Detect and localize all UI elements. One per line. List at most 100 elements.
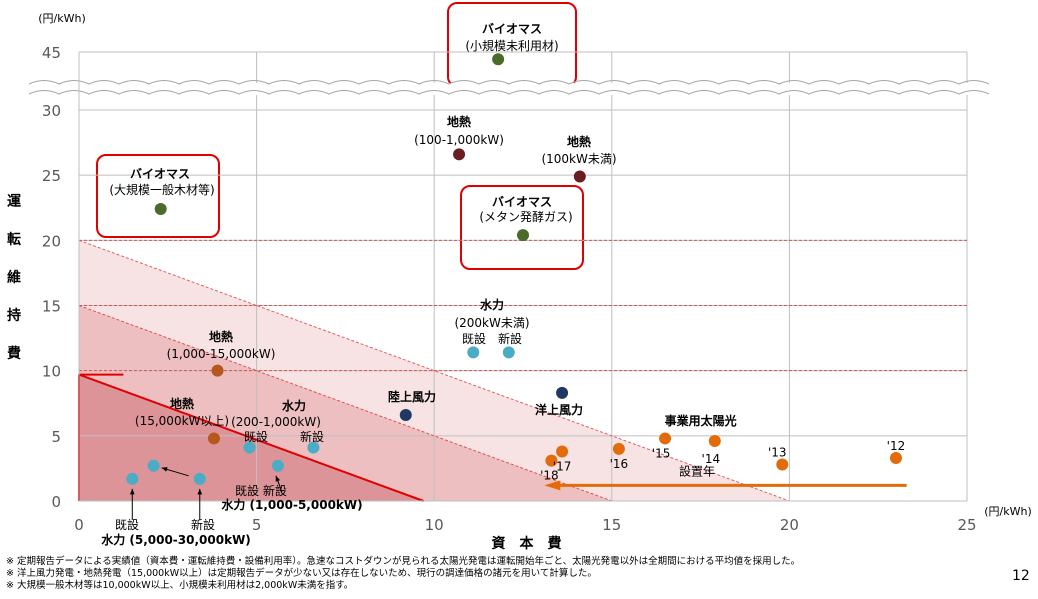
onshore-label-line0: 陸上風力 — [388, 389, 436, 404]
hydro5000-30000-label-line2: 水力 (5,000-30,000kW) — [101, 532, 251, 547]
x-tick-0: 0 — [74, 516, 84, 534]
solar-year-label: '15 — [652, 446, 671, 460]
hydro200-1000-label-line3: 新設 — [300, 429, 324, 444]
y-axis-label-char: 運 — [7, 194, 22, 210]
hydro200-1000-label-line0: 水力 — [282, 398, 306, 413]
solar-point — [612, 442, 625, 455]
y-tick-15: 15 — [42, 298, 61, 316]
point-hydro5000-30000-existing — [126, 472, 139, 485]
bio-large-label-line0: バイオマス — [130, 167, 190, 181]
geo-under100-label-line1: (100kW未満) — [541, 152, 616, 166]
bio-small-label-line1: (小規模未利用材) — [465, 38, 558, 53]
pointer-arrow-head-0 — [161, 467, 168, 472]
x-tick-25: 25 — [957, 516, 976, 534]
solar-point — [776, 458, 789, 471]
footnote-2: ※ 洋上風力発電・地熱発電（15,000kW以上）は定期報告データが少ない又は存… — [6, 568, 597, 579]
bio-methane-label-line1: (メタン発酵ガス) — [479, 210, 572, 224]
geo-100-1000-label-line0: 地熱 — [447, 114, 471, 129]
point-hydro5000-30000-new — [193, 472, 206, 485]
point-hydro200-existing — [467, 346, 480, 359]
point-bio-large — [154, 203, 167, 216]
solar-series-label: 事業用太陽光 — [665, 413, 737, 428]
x-axis-label: 資 本 費 — [492, 535, 562, 552]
hydro1000-5000-label-line1: 水力 (1,000-5,000kW) — [221, 497, 362, 512]
geo-100-1000-label-line1: (100-1,000kW) — [414, 133, 504, 147]
point-bio-small — [492, 53, 505, 66]
iso-line-0 — [78, 373, 424, 502]
solar-point — [545, 454, 558, 467]
solar-year-label: '13 — [768, 446, 787, 460]
y-axis-label-char: 維 — [7, 269, 21, 286]
y-unit: (円/kWh) — [38, 12, 86, 25]
geo-1000-15000-label-line0: 地熱 — [209, 329, 233, 344]
point-offshore-wind — [556, 386, 569, 399]
hydro5000-30000-label-line1: 新設 — [191, 517, 215, 532]
solar-point — [659, 432, 672, 445]
y-tick-20: 20 — [42, 232, 61, 250]
solar-arrow-head — [544, 480, 561, 491]
bio-small-label-line0: バイオマス — [482, 22, 542, 36]
y-tick-30: 30 — [42, 102, 61, 120]
bio-methane-label-line0: バイオマス — [492, 195, 552, 209]
y-axis-label-char: 費 — [7, 345, 21, 362]
hydro200-label-line1: (200kW未満) — [454, 316, 529, 330]
solar-point — [889, 451, 902, 464]
y-tick-0: 0 — [51, 493, 61, 511]
axis-break-wave-bottom — [28, 90, 990, 95]
geo-over15000-label-line0: 地熱 — [170, 396, 194, 411]
point-hydro200-new — [502, 346, 515, 359]
y-tick-25: 25 — [42, 167, 61, 185]
point-geo-100-1000 — [453, 148, 466, 161]
point-bio-methane — [517, 229, 529, 242]
point-onshore-wind — [399, 408, 412, 421]
solar-year-label: '14 — [702, 452, 721, 466]
geo-under100-label-line0: 地熱 — [567, 134, 591, 149]
solar-year-label: '12 — [887, 439, 906, 453]
hydro5000-30000-label-line0: 既設 — [115, 517, 139, 532]
footnote-3: ※ 大規模一般木材等は10,000kW以上、小規模未利用材は2,000kW未満を… — [6, 580, 354, 591]
solar-point — [708, 435, 721, 448]
bio-large-label-line1: (大規模一般木材等) — [109, 182, 214, 197]
y-axis-label-char: 持 — [7, 307, 21, 324]
hydro200-1000-label-line1: (200-1,000kW) — [231, 415, 321, 429]
point-hydro200-1000-existing — [243, 441, 256, 454]
solar-point — [556, 445, 569, 458]
solar-year-label: '16 — [610, 457, 629, 471]
iso-line-1 — [78, 305, 612, 502]
hydro1000-5000-label-line0: 既設 新設 — [235, 483, 287, 498]
x-unit: (円/kWh) — [984, 505, 1032, 518]
footnote-1: ※ 定期報告データによる実績値（資本費・運転維持費・設備利用率）。急速なコストダ… — [6, 556, 801, 567]
y-axis-label-char: 転 — [7, 231, 21, 248]
solar-year-label: '18 — [540, 469, 559, 483]
hydro200-label-line2: 既設 新設 — [462, 331, 522, 346]
pointer-arrow-head-3 — [197, 488, 203, 495]
cost-scatter-chart: 0 5 10 15 20 25 0 5 10 15 20 25 30 45 (円/kWh) (円/kWh) 資 … — [7, 2, 1032, 552]
solar-year-label: '17 — [553, 459, 572, 473]
axis-break-wave-top — [28, 80, 990, 85]
point-geo-1000-15000 — [211, 364, 224, 377]
x-tick-5: 5 — [252, 516, 262, 534]
bio-methane-box — [460, 185, 584, 270]
x-tick-20: 20 — [780, 516, 799, 534]
y-tick-5: 5 — [51, 428, 61, 446]
page-number: 12 — [1012, 568, 1030, 584]
offshore-label-line0: 洋上風力 — [535, 402, 583, 417]
iso-line-2 — [78, 239, 790, 502]
y-tick-10: 10 — [42, 363, 61, 381]
point-geo-under100 — [573, 170, 586, 183]
hydro200-1000-label-line2: 既設 — [244, 429, 268, 444]
solar-arrow-label: 設置年 — [679, 463, 715, 478]
hydro200-label-line0: 水力 — [480, 297, 504, 312]
pointer-arrow-head-1 — [275, 475, 281, 482]
x-tick-10: 10 — [425, 516, 444, 534]
geo-1000-15000-label-line1: (1,000-15,000kW) — [167, 347, 276, 361]
point-hydro1000-5000-existing — [147, 459, 160, 472]
point-geo-over15000 — [207, 432, 220, 445]
pointer-arrow-head-2 — [129, 488, 135, 495]
y-tick-45: 45 — [42, 44, 61, 62]
geo-over15000-label-line1: (15,000kW以上) — [135, 414, 229, 428]
x-tick-15: 15 — [602, 516, 621, 534]
axis-break-band — [29, 83, 977, 95]
point-hydro1000-5000-new — [271, 459, 284, 472]
point-hydro200-1000-new — [307, 441, 320, 454]
